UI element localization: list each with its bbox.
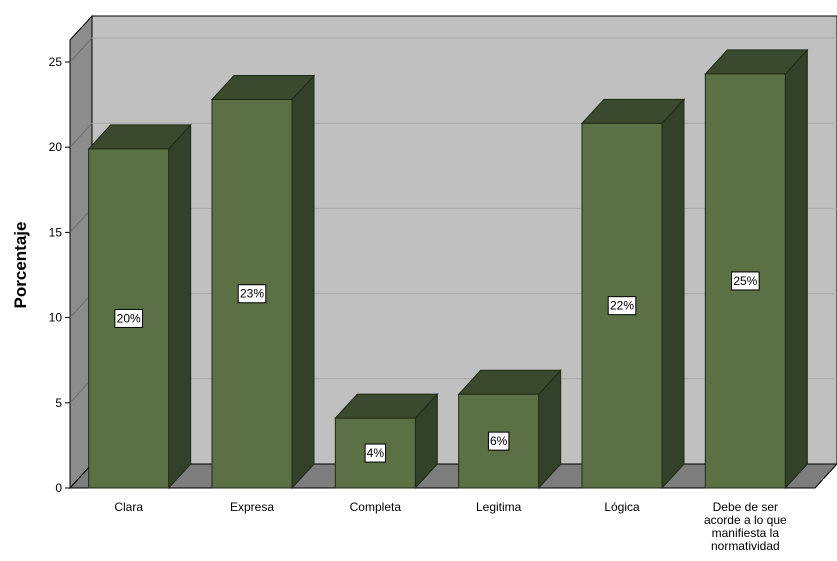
bar: 6% — [457, 368, 562, 490]
x-category-label: manifiesta la — [712, 526, 780, 540]
bar: 20% — [87, 123, 192, 490]
x-category-label: Clara — [114, 500, 143, 514]
y-tick-label: 15 — [49, 225, 63, 239]
data-label-box — [114, 308, 143, 328]
data-label: 6% — [487, 431, 510, 451]
data-label-box — [487, 431, 510, 451]
bar-side — [291, 74, 315, 490]
y-tick-label: 5 — [55, 396, 62, 410]
bar: 25% — [704, 48, 809, 490]
bar-side — [168, 123, 192, 490]
data-label-text: 4% — [367, 446, 385, 460]
data-label-box — [731, 271, 760, 291]
bar-side — [661, 98, 685, 490]
data-label: 25% — [731, 271, 760, 291]
x-category-label: Expresa — [230, 500, 274, 514]
bar-side — [784, 48, 808, 490]
y-tick-label: 10 — [49, 311, 63, 325]
bars: 20% 23% 4% 6% 22% 25% — [87, 48, 809, 490]
bar: 22% — [580, 98, 686, 490]
side-gridline — [69, 122, 93, 148]
x-category-label: Legitima — [476, 500, 522, 514]
y-axis-ticks: 0 5 10 15 20 25 — [49, 55, 70, 495]
y-tick-label: 0 — [55, 481, 62, 495]
x-category-label: Debe de ser — [713, 500, 778, 514]
bar: 4% — [334, 392, 439, 490]
data-label-text: 20% — [117, 311, 141, 325]
y-tick-label: 20 — [49, 140, 63, 154]
y-axis-title: Porcentaje — [11, 222, 30, 309]
data-label-text: 22% — [610, 299, 634, 313]
data-label: 23% — [237, 284, 267, 304]
data-label-box — [607, 296, 637, 316]
data-label-box — [364, 443, 387, 463]
bar: 23% — [210, 74, 316, 490]
data-label-text: 6% — [490, 434, 508, 448]
x-category-label: Completa — [350, 500, 402, 514]
x-axis-labels: Clara Expresa Completa Legitima Lógica Debe d… — [114, 500, 787, 553]
data-label: 22% — [607, 296, 637, 316]
data-label: 20% — [114, 308, 143, 328]
data-label-box — [237, 284, 267, 304]
data-label-text: 25% — [733, 274, 757, 288]
y-tick-label: 25 — [49, 55, 63, 69]
x-category-label: normatividad — [711, 539, 780, 553]
x-category-label: acorde a lo que — [704, 513, 787, 527]
data-label: 4% — [364, 443, 387, 463]
x-category-label: Lógica — [604, 500, 640, 514]
data-label-text: 23% — [240, 287, 264, 301]
side-gridline — [69, 37, 93, 63]
